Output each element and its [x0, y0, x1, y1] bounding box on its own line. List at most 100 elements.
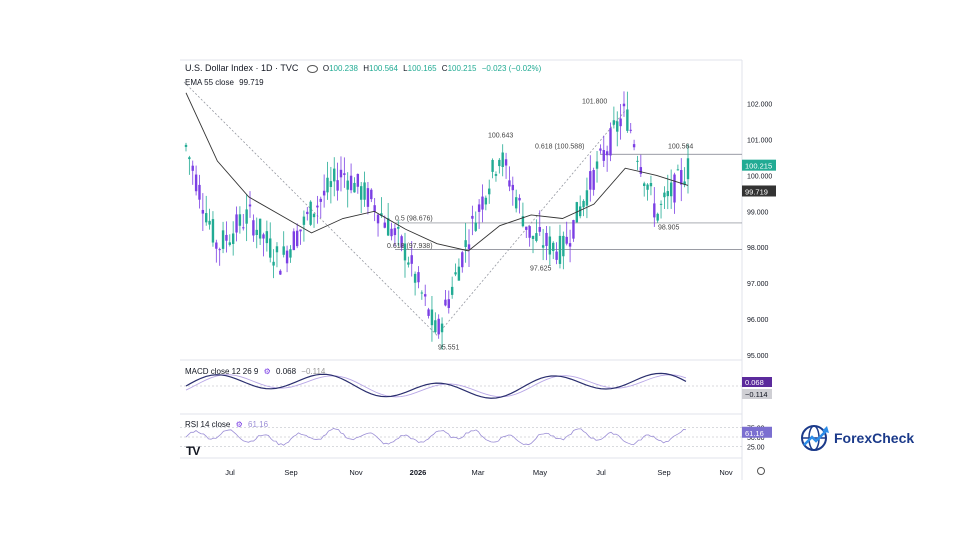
candle-body — [231, 233, 235, 244]
candle-body — [461, 252, 464, 268]
price-annotation: 0.5 (98.676) — [395, 216, 433, 223]
candle-body — [632, 144, 636, 148]
candle-body — [626, 109, 629, 131]
macd-signal-line — [185, 374, 687, 398]
rsi-legend: RSI 14 close ⚙ 61.16 — [185, 420, 271, 429]
rsi-tag-bg — [742, 426, 772, 438]
candle-body — [518, 197, 521, 201]
candle-body — [663, 192, 666, 198]
signal-value: −0.114 — [301, 367, 326, 376]
price-annotation: 0.618 (97.938) — [387, 243, 433, 250]
candle-body — [275, 246, 279, 253]
candle-body — [498, 159, 501, 167]
time-tick-label: May — [533, 468, 547, 477]
candle-body — [272, 261, 275, 266]
candle-body — [508, 180, 511, 187]
globe-icon — [801, 425, 829, 451]
candle-body — [302, 216, 306, 225]
candle-body — [639, 167, 643, 174]
candle-body — [599, 148, 602, 151]
high-value: 100.564 — [369, 64, 398, 73]
candle-body — [245, 209, 248, 224]
candle-body — [329, 181, 333, 187]
candle-body — [420, 292, 424, 294]
candle-body — [437, 318, 440, 335]
price-annotation: 100.564 — [668, 143, 693, 150]
candle-body — [548, 236, 552, 255]
rsi-label: RSI 14 close — [185, 420, 231, 429]
candle-body — [494, 174, 498, 176]
candle-body — [393, 228, 397, 236]
time-tick-label: Mar — [472, 468, 485, 477]
rsi-settings-icon[interactable]: ⚙ — [235, 420, 243, 429]
high-label: H — [363, 64, 370, 73]
candle-body — [525, 226, 528, 230]
candle-body — [211, 219, 215, 243]
candle-body — [353, 182, 356, 193]
open-label: O — [322, 64, 330, 73]
candle-body — [447, 299, 450, 308]
candle-body — [380, 213, 383, 217]
candle-body — [410, 255, 413, 264]
candle-body — [484, 197, 488, 205]
price-tick-label: 98.000 — [747, 245, 769, 252]
candle-body — [208, 220, 211, 225]
eye-icon[interactable] — [306, 64, 318, 73]
candle-body — [413, 273, 417, 283]
time-tick-label: Jul — [596, 468, 606, 477]
price-tick-label: 95.000 — [747, 353, 769, 360]
candle-body — [619, 118, 622, 127]
candle-body — [528, 226, 531, 238]
candle-body — [488, 188, 491, 195]
price-annotation: 100.643 — [488, 133, 513, 140]
candle-body — [457, 266, 461, 281]
candle-body — [535, 233, 538, 241]
candle-body — [312, 213, 316, 218]
settings-icon[interactable]: ⚙ — [263, 367, 271, 376]
candle-body — [356, 174, 360, 187]
candle-body — [444, 299, 447, 306]
candle-body — [333, 168, 336, 182]
candle-body — [417, 272, 420, 283]
candle-body — [616, 121, 619, 132]
candle-body — [397, 226, 400, 229]
price-tick-label: 97.000 — [747, 281, 769, 288]
current-price-tag-bg — [742, 159, 776, 171]
candle-body — [322, 190, 326, 196]
candle-body — [265, 231, 269, 244]
price-annotation: 98.905 — [658, 224, 680, 231]
price-tick-label: 101.000 — [747, 137, 772, 144]
candle-body — [565, 236, 568, 244]
candle-body — [262, 234, 265, 239]
candle-body — [585, 190, 589, 206]
price-tick-label: 100.000 — [747, 173, 772, 180]
candle-body — [649, 182, 653, 187]
candle-body — [552, 242, 555, 252]
price-annotation: 95.551 — [438, 345, 460, 352]
candle-body — [659, 203, 663, 205]
candle-body — [218, 249, 221, 251]
signal-tag-bg — [742, 389, 772, 399]
candle-body — [292, 231, 296, 251]
candle-body — [501, 152, 504, 167]
candle-body — [676, 169, 680, 171]
candle-body — [188, 157, 191, 160]
candle-body — [400, 236, 403, 248]
macd-tag-bg — [742, 377, 772, 387]
macd-line — [185, 372, 687, 399]
candle-body — [373, 205, 376, 212]
time-tick-label: Sep — [657, 468, 670, 477]
candle-body — [558, 235, 562, 264]
axis-settings-icon[interactable] — [757, 467, 765, 475]
price-annotation: 101.800 — [582, 99, 607, 106]
candle-body — [464, 240, 467, 248]
rsi-line — [185, 428, 687, 446]
time-tick-label: Sep — [284, 468, 297, 477]
candle-body — [269, 238, 272, 258]
candle-body — [531, 235, 535, 239]
candle-body — [376, 214, 380, 224]
ema-price-tag: 99.719 — [745, 187, 768, 196]
candle-body — [316, 205, 319, 208]
candle-body — [541, 245, 545, 248]
candle-body — [629, 129, 632, 131]
